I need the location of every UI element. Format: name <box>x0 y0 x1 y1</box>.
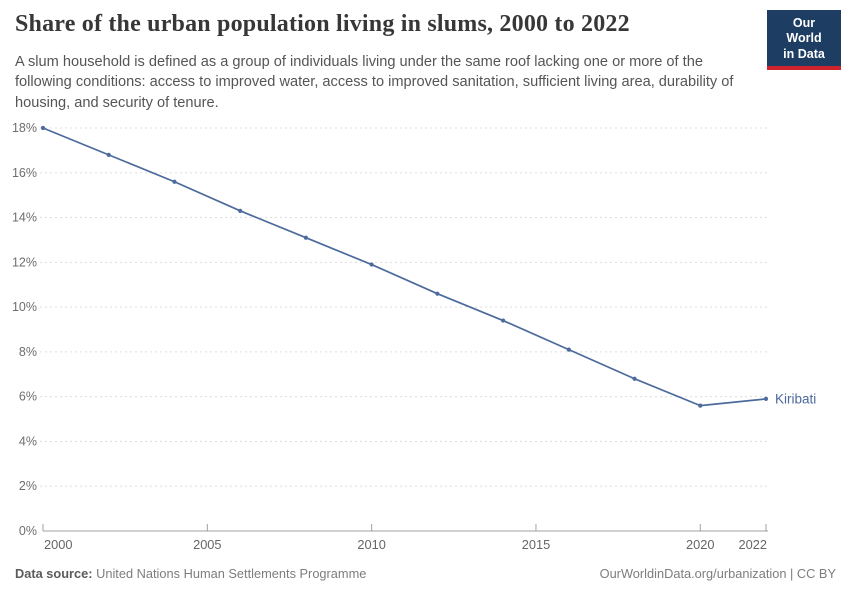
x-tick-label-2005: 2005 <box>193 537 221 552</box>
y-tick-label-2: 2% <box>19 479 37 493</box>
page-title: Share of the urban population living in … <box>15 11 630 37</box>
data-point-2016 <box>566 347 571 352</box>
chart-footer: Data source: United Nations Human Settle… <box>15 566 836 581</box>
y-tick-label-8: 8% <box>19 345 37 359</box>
x-tick-label-2020: 2020 <box>686 537 714 552</box>
y-tick-label-16: 16% <box>12 166 37 180</box>
series-end-label-kiribati: Kiribati <box>775 391 816 406</box>
data-point-2012 <box>435 291 440 296</box>
y-tick-label-4: 4% <box>19 434 37 448</box>
data-point-2006 <box>238 208 243 213</box>
series-line-kiribati <box>42 127 767 407</box>
footer-attribution[interactable]: OurWorldinData.org/urbanization | CC BY <box>599 566 836 581</box>
owid-logo-line1: Our World <box>786 16 822 46</box>
y-tick-label-14: 14% <box>12 211 37 225</box>
data-source: Data source: United Nations Human Settle… <box>15 566 366 581</box>
owid-logo-line2: in Data <box>783 46 825 61</box>
data-point-2004 <box>172 179 177 184</box>
y-tick-label-10: 10% <box>12 300 37 314</box>
y-tick-label-6: 6% <box>19 390 37 404</box>
data-point-2008 <box>303 235 309 240</box>
x-tick-label-2022: 2022 <box>739 537 767 552</box>
data-point-2020 <box>698 403 703 408</box>
line-chart-canvas: 0% 2% 4% 6% 8% 10% 12% 14% 16% 18% 2000 2005 2010 201… <box>12 121 816 552</box>
y-tick-label-0: 0% <box>19 524 37 538</box>
data-point-2010 <box>369 262 374 267</box>
chart-subtitle: A slum household is defined as a group o… <box>15 54 734 111</box>
data-point-2018 <box>632 376 637 381</box>
data-point-2002 <box>106 152 111 157</box>
y-tick-label-18: 18% <box>12 121 37 135</box>
data-source-label: Data source: <box>15 566 93 581</box>
x-tick-label-2000: 2000 <box>44 537 72 552</box>
data-point-2000 <box>40 125 46 131</box>
x-tick-label-2015: 2015 <box>522 537 550 552</box>
data-source-value: United Nations Human Settlements Program… <box>96 566 367 581</box>
x-tick-label-2010: 2010 <box>357 537 385 552</box>
data-point-2022 <box>763 396 769 402</box>
y-tick-label-12: 12% <box>12 255 37 269</box>
owid-logo[interactable]: Our World in Data <box>767 10 841 70</box>
data-point-2014 <box>500 318 506 323</box>
